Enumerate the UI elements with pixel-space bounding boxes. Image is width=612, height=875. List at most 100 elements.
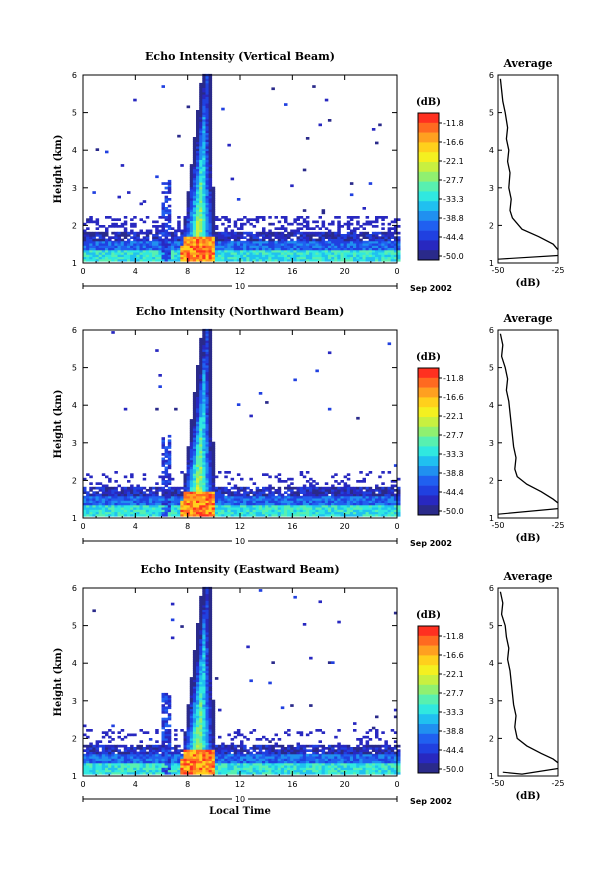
heatmap-cell [186, 200, 191, 203]
heatmap-cell [89, 498, 93, 501]
heatmap-cell [164, 480, 169, 483]
heatmap-cell [305, 511, 310, 515]
heatmap-cell [167, 245, 172, 248]
heatmap-cell [196, 744, 200, 748]
heatmap-cell [199, 747, 203, 750]
heatmap-cell [305, 222, 310, 226]
heatmap-cell [227, 489, 231, 492]
heatmap-cell [343, 256, 348, 260]
heatmap-cell [98, 507, 103, 510]
heatmap-cell [108, 495, 112, 499]
heatmap-cell [199, 168, 203, 172]
heatmap-cell [274, 254, 278, 258]
heatmap-cell [327, 243, 332, 246]
heatmap-cell [170, 243, 175, 246]
heatmap-cell [183, 760, 187, 764]
heatmap-cell [92, 513, 96, 517]
heatmap-cell [249, 511, 253, 515]
heatmap-cell [148, 758, 153, 761]
heatmap-cell [390, 240, 395, 244]
heatmap-cell [362, 222, 366, 226]
heatmap-cell [199, 125, 203, 129]
heatmap-cell [170, 760, 175, 764]
heatmap-cell [233, 504, 238, 508]
heatmap-cell [155, 498, 159, 501]
heatmap-cell [186, 762, 191, 766]
heatmap-cell [158, 513, 162, 517]
heatmap-cell [189, 744, 194, 748]
heatmap-cell [186, 758, 191, 761]
heatmap-cell [202, 636, 206, 640]
heatmap-cell [384, 254, 388, 258]
heatmap-cell [305, 234, 310, 237]
heatmap-cell [309, 502, 313, 506]
heatmap-cell [246, 243, 250, 246]
heatmap-cell [343, 254, 348, 258]
heatmap-cell [346, 252, 351, 255]
heatmap-cell [114, 747, 118, 750]
heatmap-cell [196, 661, 200, 664]
heatmap-cell [192, 681, 197, 685]
heatmap-cell [202, 389, 206, 393]
heatmap-cell [127, 507, 131, 510]
heatmap-cell [381, 486, 385, 490]
heatmap-cell [334, 504, 338, 508]
heatmap-cell [199, 434, 203, 438]
heatmap-cell [227, 258, 231, 262]
heatmap-cell [359, 471, 363, 474]
colorbar-tick-label: -44.4 [443, 233, 464, 242]
heatmap-cell [86, 769, 90, 773]
heatmap-cell [114, 256, 118, 260]
heatmap-cell [89, 753, 93, 757]
heatmap-cell [224, 231, 228, 235]
heatmap-cell [161, 704, 165, 707]
heatmap-cell [189, 695, 194, 698]
heatmap-cell [214, 502, 219, 506]
heatmap-cell [274, 500, 278, 503]
heatmap-cell [387, 249, 392, 253]
heatmap-cell [321, 513, 326, 517]
heatmap-cell [186, 706, 191, 710]
heatmap-cell [164, 507, 169, 510]
heatmap-cell [384, 507, 388, 510]
heatmap-cell [337, 249, 341, 253]
heatmap-cell [127, 238, 131, 242]
heatmap-cell [387, 234, 392, 237]
heatmap-cell [368, 240, 373, 244]
heatmap-cell [174, 769, 178, 773]
heatmap-cell [95, 502, 100, 506]
heatmap-cell [189, 468, 194, 472]
heatmap-cell [189, 681, 194, 685]
heatmap-cell [205, 164, 209, 167]
heatmap-cell [302, 234, 307, 237]
heatmap-cell [196, 419, 200, 422]
heatmap-cell [164, 720, 169, 723]
heatmap-cell [309, 240, 313, 244]
heatmap-cell [161, 491, 165, 494]
heatmap-cell [117, 753, 121, 757]
heatmap-cell [164, 218, 169, 221]
heatmap-cell [196, 446, 200, 449]
heatmap-cell [205, 258, 209, 262]
heatmap-cell [205, 396, 209, 400]
y-tick-label: 1 [72, 514, 77, 523]
heatmap-cell [89, 489, 93, 492]
heatmap-cell [164, 756, 169, 759]
heatmap-cell [296, 229, 300, 233]
heatmap-cell [148, 753, 153, 757]
heatmap-cell [296, 509, 300, 513]
heatmap-cell [343, 475, 348, 479]
heatmap-cell [152, 749, 156, 752]
colorbar-tick-label: -38.8 [443, 214, 464, 223]
heatmap-cell [249, 495, 253, 499]
heatmap-cell [368, 182, 373, 185]
heatmap-cell [189, 713, 194, 716]
heatmap-cell [183, 735, 187, 739]
heatmap-cell [305, 243, 310, 246]
heatmap-cell [192, 446, 197, 449]
heatmap-cell [337, 254, 341, 258]
heatmap-cell [349, 491, 354, 494]
heatmap-cell [139, 247, 143, 251]
heatmap-cell [95, 231, 100, 235]
heatmap-cell [271, 243, 275, 246]
